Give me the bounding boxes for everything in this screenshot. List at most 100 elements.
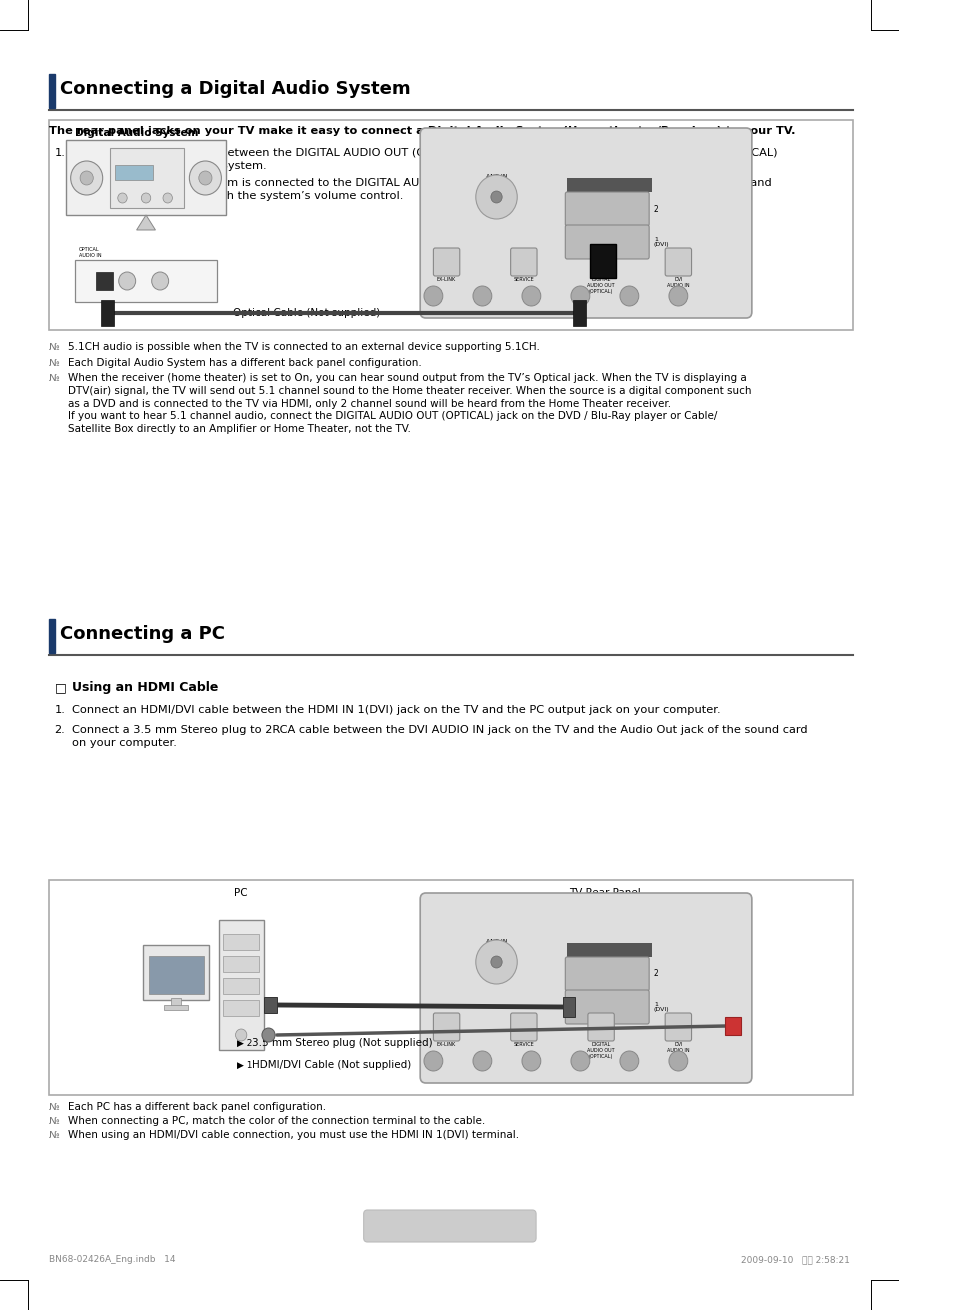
Circle shape <box>117 193 127 203</box>
Text: Digital Audio System: Digital Audio System <box>75 128 198 138</box>
FancyBboxPatch shape <box>587 1013 614 1041</box>
FancyBboxPatch shape <box>419 128 751 318</box>
Text: Connecting a Digital Audio System: Connecting a Digital Audio System <box>60 80 411 98</box>
Bar <box>143 945 209 1000</box>
Bar <box>49 121 852 330</box>
Text: 2: 2 <box>653 969 658 979</box>
FancyBboxPatch shape <box>664 248 691 276</box>
Text: 1.: 1. <box>54 148 66 159</box>
Text: DIGITAL
AUDIO OUT
(OPTICAL): DIGITAL AUDIO OUT (OPTICAL) <box>587 276 615 293</box>
Bar <box>567 943 651 958</box>
Text: Connect an Optical Cable between the DIGITAL AUDIO OUT (OPTICAL) jacks on the TV: Connect an Optical Cable between the DIG… <box>71 148 777 172</box>
Text: EX-LINK: EX-LINK <box>436 1041 456 1047</box>
FancyBboxPatch shape <box>419 893 751 1083</box>
Text: №: № <box>49 1102 60 1112</box>
Text: SERVICE: SERVICE <box>513 276 534 282</box>
FancyBboxPatch shape <box>565 990 648 1024</box>
Bar <box>223 979 259 994</box>
Bar <box>567 178 651 193</box>
Text: OPTICAL
AUDIO IN: OPTICAL AUDIO IN <box>79 248 102 258</box>
FancyBboxPatch shape <box>363 1210 536 1242</box>
Circle shape <box>521 286 540 307</box>
Text: №: № <box>49 342 60 352</box>
FancyBboxPatch shape <box>433 248 459 276</box>
Text: 5.1CH audio is possible when the TV is connected to an external device supportin: 5.1CH audio is possible when the TV is c… <box>68 342 539 352</box>
Text: 1.: 1. <box>54 705 66 715</box>
Circle shape <box>80 172 93 185</box>
Text: PC: PC <box>234 888 248 897</box>
Text: When using an HDMI/DVI cable connection, you must use the HDMI IN 1(DVI) termina: When using an HDMI/DVI cable connection,… <box>68 1131 518 1140</box>
Bar <box>172 998 181 1006</box>
Bar <box>264 997 276 1013</box>
FancyBboxPatch shape <box>565 958 648 990</box>
Text: The rear panel jacks on your TV make it easy to connect a Digital Audio System(H: The rear panel jacks on your TV make it … <box>49 126 795 136</box>
Bar <box>589 244 616 278</box>
Circle shape <box>570 1051 589 1072</box>
Circle shape <box>118 272 135 290</box>
Circle shape <box>152 272 169 290</box>
Text: DVI
AUDIO IN: DVI AUDIO IN <box>666 1041 689 1053</box>
Text: When connecting a PC, match the color of the connection terminal to the cable.: When connecting a PC, match the color of… <box>68 1116 484 1127</box>
Bar <box>96 272 113 290</box>
FancyBboxPatch shape <box>664 1013 691 1041</box>
Text: ANT IN: ANT IN <box>485 939 507 945</box>
Text: English - 14: English - 14 <box>413 1220 486 1233</box>
Circle shape <box>423 286 442 307</box>
Circle shape <box>668 1051 687 1072</box>
Circle shape <box>190 161 221 195</box>
Circle shape <box>521 1051 540 1072</box>
Text: □: □ <box>54 681 67 694</box>
Polygon shape <box>136 215 155 231</box>
FancyBboxPatch shape <box>510 1013 537 1041</box>
Text: Optical Cable (Not supplied): Optical Cable (Not supplied) <box>233 308 379 318</box>
Text: SERVICE: SERVICE <box>513 1041 534 1047</box>
Circle shape <box>668 286 687 307</box>
Circle shape <box>476 941 517 984</box>
Text: ▶ 1: ▶ 1 <box>237 1061 253 1069</box>
Circle shape <box>235 1028 247 1041</box>
Text: №: № <box>49 358 60 368</box>
Bar <box>563 997 574 1017</box>
Bar <box>111 148 184 208</box>
Bar <box>49 880 852 1095</box>
Text: Each PC has a different back panel configuration.: Each PC has a different back panel confi… <box>68 1102 326 1112</box>
Bar <box>49 73 54 107</box>
Circle shape <box>570 286 589 307</box>
Bar <box>223 956 259 972</box>
Text: EX-LINK: EX-LINK <box>436 276 456 282</box>
Text: ANT IN: ANT IN <box>485 174 507 179</box>
Text: DVI
AUDIO IN: DVI AUDIO IN <box>666 276 689 288</box>
Bar <box>101 300 113 326</box>
Circle shape <box>71 161 103 195</box>
Text: Connect a 3.5 mm Stereo plug to 2RCA cable between the DVI AUDIO IN jack on the : Connect a 3.5 mm Stereo plug to 2RCA cab… <box>71 724 806 748</box>
Bar <box>49 620 54 652</box>
Text: HDMI IN: HDMI IN <box>597 178 621 183</box>
Circle shape <box>619 286 639 307</box>
Text: №: № <box>49 1116 60 1127</box>
FancyBboxPatch shape <box>565 225 648 259</box>
Circle shape <box>262 1028 274 1041</box>
Bar <box>572 300 585 326</box>
Text: 2.: 2. <box>54 724 66 735</box>
Text: 2: 2 <box>653 204 658 214</box>
FancyBboxPatch shape <box>565 193 648 227</box>
Circle shape <box>619 1051 639 1072</box>
Text: BN68-02426A_Eng.indb   14: BN68-02426A_Eng.indb 14 <box>49 1255 175 1264</box>
Circle shape <box>473 286 492 307</box>
Circle shape <box>163 193 172 203</box>
Text: ▶ 2: ▶ 2 <box>237 1039 253 1048</box>
Circle shape <box>491 956 501 968</box>
Circle shape <box>473 1051 492 1072</box>
Text: TV Rear Panel: TV Rear Panel <box>568 128 640 138</box>
Text: 2009-09-10   오전 2:58:21: 2009-09-10 오전 2:58:21 <box>740 1255 849 1264</box>
Bar <box>164 1005 189 1010</box>
Bar <box>66 140 226 215</box>
Text: When the receiver (home theater) is set to On, you can hear sound output from th: When the receiver (home theater) is set … <box>68 373 751 434</box>
Circle shape <box>198 172 212 185</box>
Text: Each Digital Audio System has a different back panel configuration.: Each Digital Audio System has a differen… <box>68 358 421 368</box>
Bar <box>218 920 264 1051</box>
Circle shape <box>491 191 501 203</box>
Bar <box>114 165 152 179</box>
Text: Connect an HDMI/DVI cable between the HDMI IN 1(DVI) jack on the TV and the PC o: Connect an HDMI/DVI cable between the HD… <box>71 705 720 715</box>
Text: №: № <box>49 1131 60 1140</box>
